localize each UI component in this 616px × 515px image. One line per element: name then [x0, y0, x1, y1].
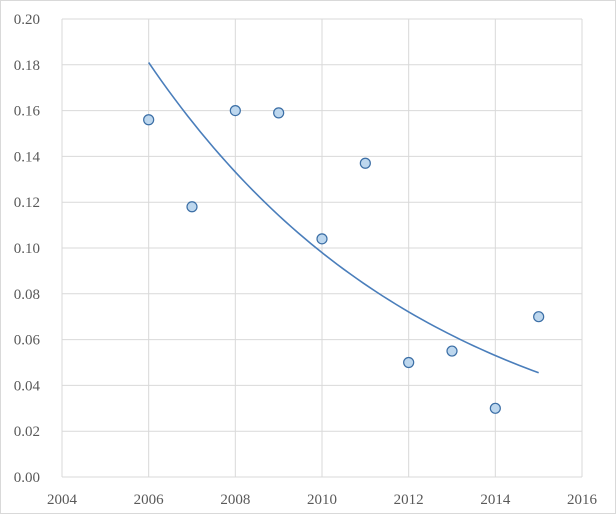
- x-tick-label: 2004: [47, 492, 78, 508]
- y-tick-label: 0.06: [14, 333, 41, 349]
- y-tick-label: 0.20: [14, 12, 40, 28]
- data-point: [359, 157, 371, 169]
- x-axis-tick-labels: 2004 2006 2008 2010 2012 2014 2016: [47, 492, 598, 508]
- y-tick-label: 0.12: [14, 195, 40, 211]
- data-point: [143, 114, 155, 126]
- y-tick-label: 0.16: [14, 104, 41, 120]
- trendline-group: [148, 62, 539, 374]
- y-tick-label: 0.18: [14, 58, 40, 74]
- x-tick-label: 2006: [134, 492, 165, 508]
- data-point: [229, 104, 241, 117]
- data-point: [316, 233, 328, 245]
- x-tick-label: 2012: [394, 492, 424, 508]
- y-tick-label: 0.08: [14, 287, 40, 303]
- data-point: [186, 201, 198, 213]
- data-point: [489, 402, 501, 414]
- y-tick-label: 0.10: [14, 241, 40, 257]
- x-tick-label: 2016: [567, 492, 598, 508]
- gridlines: [61, 18, 583, 478]
- exponential-trendline: [148, 62, 539, 374]
- data-points: [143, 104, 545, 414]
- data-point: [533, 311, 545, 323]
- y-tick-label: 0.04: [14, 378, 41, 394]
- y-tick-label: 0.14: [14, 149, 41, 165]
- x-tick-label: 2008: [220, 492, 250, 508]
- y-tick-label: 0.00: [14, 470, 40, 486]
- x-tick-label: 2014: [480, 492, 511, 508]
- data-point: [403, 356, 415, 369]
- y-axis-tick-labels: 0.00 0.02 0.04 0.06 0.08 0.10 0.12 0.14 0.16 0.18…: [14, 12, 41, 486]
- x-tick-label: 2010: [307, 492, 337, 508]
- y-tick-label: 0.02: [14, 424, 40, 440]
- data-point: [446, 345, 458, 357]
- data-point: [273, 107, 285, 119]
